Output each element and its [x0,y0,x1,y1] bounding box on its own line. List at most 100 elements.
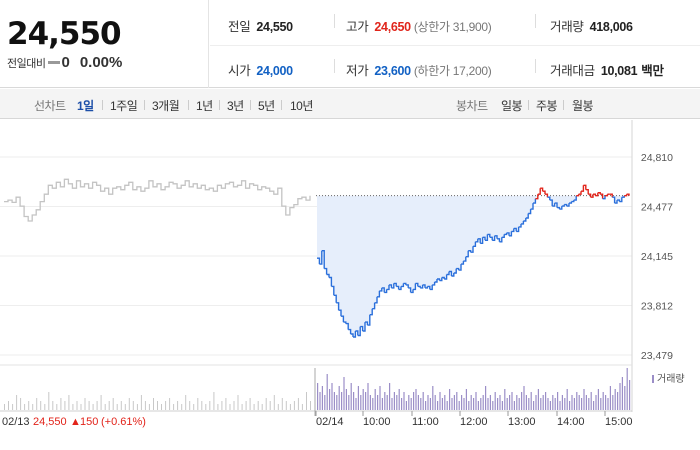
volume-bar-prev [301,404,303,410]
current-day-segment [367,314,371,326]
volume-bar-current [581,398,583,410]
current-day-segment [573,195,577,201]
current-day-segment [458,264,462,271]
volume-bar-current [624,386,626,410]
current-day-segment [554,202,558,208]
volume-bar-current [444,395,446,410]
volume-bar-prev [229,404,231,410]
tab-daily-candle[interactable]: 일봉 [501,99,523,113]
volume-bar-current [480,398,482,410]
y-tick-label: 23,812 [641,301,673,313]
volume-bar-current [353,392,355,410]
volume-bar-prev [84,398,86,410]
tab-1year[interactable]: 1년 [196,99,213,113]
volume-bar-current [470,395,472,410]
tab-monthly-candle[interactable]: 월봉 [572,99,594,113]
price-change-row: 전일대비 0 0.00% [7,54,122,71]
volume-bar-prev [16,395,18,410]
current-day-segment [317,257,321,265]
current-day-segment [516,226,520,233]
current-day-segment [497,238,501,242]
change-value: 0 [61,54,70,71]
volume-bar-current [365,392,367,410]
current-day-segment [590,194,594,198]
volume-bar-prev [80,404,82,410]
current-day-segment [494,235,498,239]
current-day-segment [381,287,385,293]
current-day-segment [393,282,397,287]
volume-bar-current [396,395,398,410]
volume-bar-prev [233,401,235,410]
tab-weekly-candle[interactable]: 주봉 [536,99,558,113]
volume-bar-current [369,395,371,410]
volume-bar-current [545,392,547,410]
current-day-segment [357,326,361,337]
current-day-segment [446,271,450,276]
current-day-segment [338,309,342,317]
current-day-segment [566,203,570,207]
volume-bar-prev [108,401,110,410]
volume-bar-prev [140,395,142,410]
volume-bar-current [355,398,357,410]
volume-bar-current [437,401,439,410]
current-day-segment [413,283,417,291]
volume-bar-current [345,389,347,410]
current-day-segment [449,270,453,276]
volume-bar-prev [177,401,179,410]
volume-bar-current [540,398,542,410]
current-day-segment [470,246,474,253]
volume-bar-current [362,389,364,410]
volume-bar-current [593,401,595,410]
volume-bar-prev [245,401,247,410]
volume-bar-prev [4,404,5,410]
tab-3months[interactable]: 3개월 [152,99,180,113]
volume-bar-current [456,392,458,410]
volume-bar-prev [96,401,98,410]
current-day-segment [427,285,431,290]
volume-bar-current [415,389,417,410]
volume-bar-current [458,401,460,410]
volume-bar-current [350,383,352,410]
volume-bar-prev [281,398,283,410]
volume-bar-current [451,398,453,410]
volume-bar-current [393,392,395,410]
volume-bar-prev [269,401,271,410]
volume-bar-current [386,395,388,410]
volume-bar-current [417,395,419,410]
volume-bar-current [516,395,518,410]
volume-bar-current [554,398,556,410]
current-day-segment [408,287,412,293]
volume-bar-current [487,398,489,410]
stat-high: 고가 24,650 (상한가 31,900) [346,20,492,34]
x-tick-label: 15:00 [605,416,633,428]
volume-bar-prev [237,395,239,410]
up-arrow-icon: ▲ [70,416,81,428]
volume-bar-prev [213,392,215,410]
current-day-segment [415,282,419,287]
current-day-segment [384,289,388,294]
stat-prev-close: 전일 24,550 [228,20,293,34]
current-day-segment [583,184,587,190]
volume-bar-current [595,395,597,410]
volume-bar-prev [56,404,58,410]
volume-bar-prev [257,401,259,410]
volume-bar-prev [40,401,42,410]
tab-5years[interactable]: 5년 [258,99,275,113]
volume-bar-current [360,395,362,410]
tab-10years[interactable]: 10년 [290,99,313,113]
volume-bar-current [461,395,463,410]
current-day-segment [588,193,592,198]
current-day-segment [489,236,493,241]
current-day-segment [552,203,556,207]
tab-3years[interactable]: 3년 [227,99,244,113]
current-day-segment [429,284,433,291]
tab-1day[interactable]: 1일 [77,99,94,113]
volume-bar-prev [249,398,251,410]
current-day-segment [369,308,373,316]
volume-bar-prev [100,395,102,410]
volume-bar-current [482,395,484,410]
volume-bar-prev [12,404,14,410]
tab-1week[interactable]: 1주일 [110,99,138,113]
current-day-segment [542,190,546,195]
current-day-segment [521,221,525,225]
